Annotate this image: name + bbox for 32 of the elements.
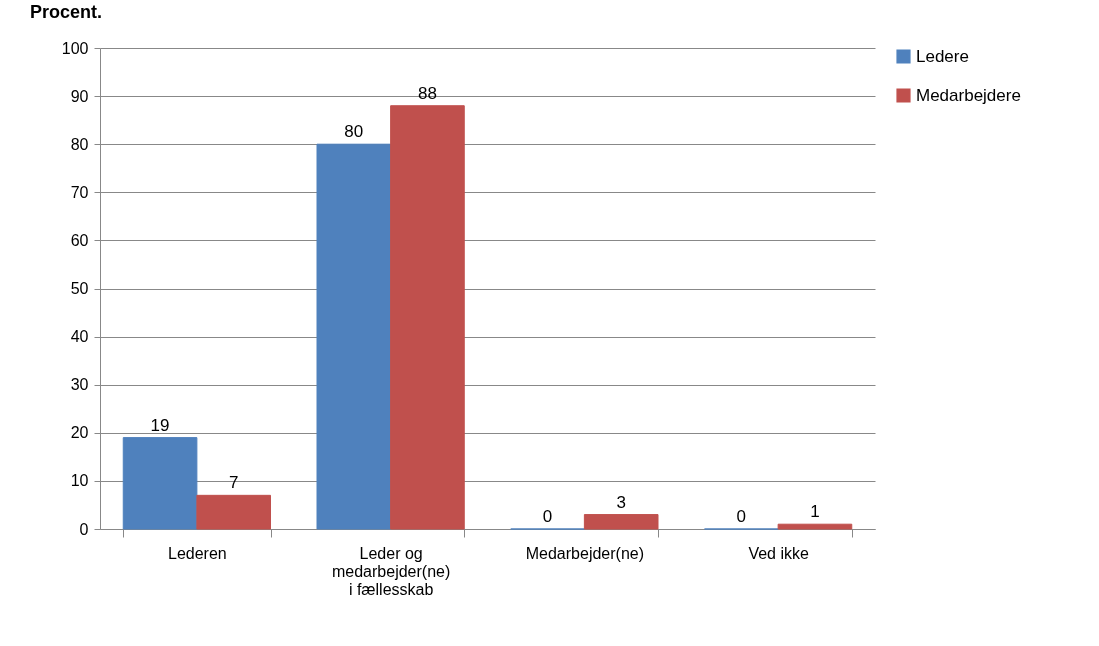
y-tick-label: 50 [70,280,89,297]
data-label: 80 [344,122,364,142]
y-tick-label: 30 [70,376,89,394]
bar [316,143,392,530]
bar [196,494,271,530]
y-tick-label: 0 [79,520,89,538]
x-tick-label: Ved ikke [748,544,809,562]
data-label: 0 [542,507,553,526]
data-label: 7 [228,473,239,493]
x-tick-label: Lederen [168,544,227,562]
x-tick-label: Leder og medarbejder(ne) i fællesskab [331,544,451,598]
y-tick-label: 100 [61,39,89,57]
chart-title: Procent. [30,2,103,22]
bar [390,105,465,530]
data-label: 0 [736,507,747,526]
data-label: 19 [150,415,170,435]
y-tick-label: 60 [70,231,89,249]
data-label: 1 [810,502,820,522]
bar [122,437,198,530]
y-tick-label: 20 [70,424,89,442]
y-tick-label: 70 [70,183,89,201]
legend-label: Ledere [916,46,969,66]
y-tick-label: 10 [70,472,89,490]
legend-label: Medarbejdere [916,85,1021,105]
bar [583,514,659,530]
x-tick-label: Medarbejder(ne) [525,544,645,562]
y-tick-label: 40 [70,328,89,346]
y-tick-label: 90 [70,87,89,105]
data-label: 88 [417,83,437,103]
y-tick-label: 80 [70,135,89,153]
bar [777,523,853,530]
data-label: 3 [616,492,626,512]
